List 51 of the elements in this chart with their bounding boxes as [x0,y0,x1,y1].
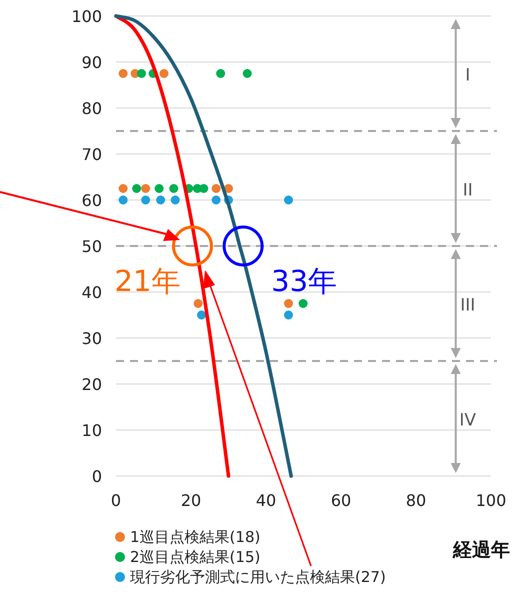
y-tick-label: 60 [82,191,102,210]
y-tick-label: 80 [82,99,102,118]
point [141,196,150,204]
point [137,69,146,78]
annotation: 21年 [114,264,180,298]
point [242,69,252,78]
x-tick-label: 20 [180,491,202,510]
y-tick-label: 50 [82,237,102,256]
point [284,196,293,204]
annotation: II [462,180,473,200]
legend-label: 現行劣化予測式に用いた点検結果(27) [130,568,386,586]
y-tick-label: 20 [82,375,102,394]
point [284,299,293,308]
point [212,196,221,204]
point [194,299,203,308]
point [141,184,150,193]
annotation: I [465,66,470,86]
y-tick-label: 0 [92,467,102,486]
point [154,184,164,193]
x-axis-title: 経過年 [452,539,510,561]
x-tick-label: 100 [476,491,506,510]
line-series [114,14,230,478]
y-tick-label: 100 [71,7,102,26]
legend-label: 2巡目点検結果(15) [130,548,260,566]
x-tick-label: 60 [330,491,352,510]
point [212,184,221,193]
x-tick-label: 0 [110,491,122,510]
point [118,196,128,204]
x-tick-label: 80 [406,491,426,510]
y-tick-label: 70 [82,145,102,164]
y-tick-label: 30 [82,329,102,348]
point [298,299,308,308]
point [169,184,178,193]
annotation: 33年 [271,264,338,298]
point [216,69,226,78]
point [132,184,142,193]
point [284,310,293,320]
point [160,69,168,78]
point [224,184,233,193]
x-tick-label: 40 [256,491,276,510]
annotation: III [460,296,476,316]
point [118,184,128,193]
point [156,196,166,204]
point [170,196,180,204]
y-tick-label: 90 [82,53,102,72]
y-tick-label: 40 [82,283,102,302]
point [118,69,128,78]
legend-label: 1巡目点検結果(18) [130,528,260,546]
point [197,310,206,320]
annotation: IV [459,410,476,430]
y-tick-label: 10 [82,421,102,440]
